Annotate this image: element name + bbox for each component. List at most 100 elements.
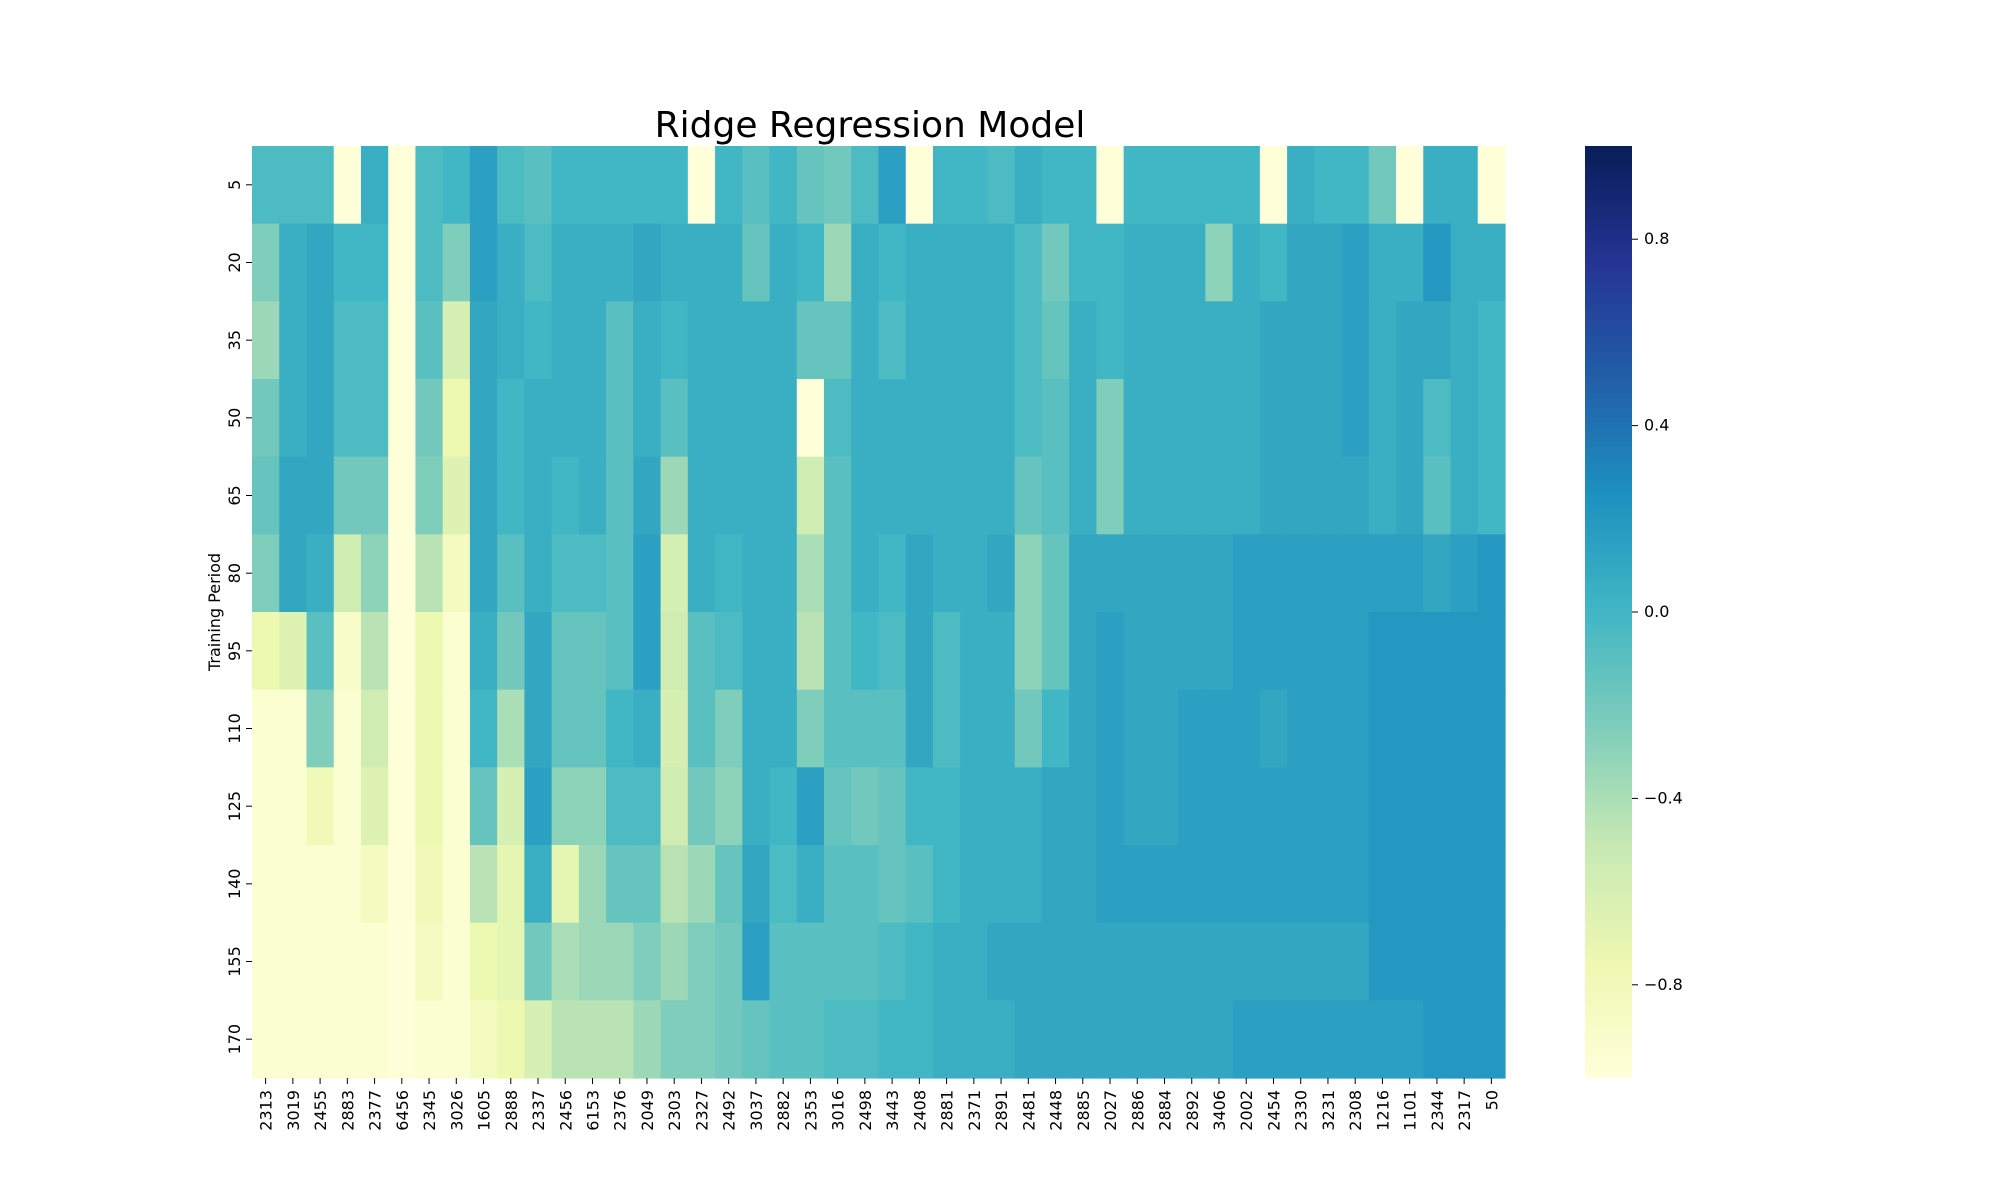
- heatmap-cell: [660, 534, 689, 613]
- x-tick-label: 2308: [1346, 1090, 1365, 1131]
- heatmap-cell: [551, 922, 580, 1001]
- heatmap-cell: [715, 146, 743, 225]
- heatmap-cell: [1477, 301, 1506, 380]
- heatmap-cell: [606, 456, 634, 535]
- heatmap-cell: [987, 146, 1016, 225]
- heatmap-cell: [824, 379, 852, 458]
- heatmap-cell: [1259, 534, 1288, 613]
- heatmap-cell: [851, 379, 880, 458]
- heatmap-cell: [715, 922, 743, 1001]
- heatmap-cell: [824, 845, 852, 924]
- heatmap-cell: [1477, 922, 1506, 1001]
- heatmap-cell: [1314, 1000, 1343, 1079]
- heatmap-cell: [606, 612, 634, 691]
- x-tick-label: 2027: [1101, 1090, 1120, 1131]
- heatmap-cell: [660, 223, 689, 302]
- x-tick-label: 6153: [583, 1090, 602, 1131]
- heatmap-cell: [1150, 1000, 1179, 1079]
- heatmap-cell: [878, 612, 907, 691]
- heatmap-cell: [905, 534, 934, 613]
- heatmap-cell: [1477, 456, 1506, 535]
- heatmap-cell: [1232, 845, 1261, 924]
- heatmap-cell: [415, 689, 444, 768]
- heatmap-cell: [1368, 845, 1397, 924]
- heatmap-cell: [578, 922, 607, 1001]
- heatmap-cell: [660, 456, 689, 535]
- y-tick-label: 65: [225, 485, 244, 505]
- heatmap-cell: [1205, 767, 1234, 846]
- heatmap-cell: [306, 379, 335, 458]
- heatmap-cell: [1423, 689, 1452, 768]
- y-tick-label: 155: [225, 946, 244, 977]
- heatmap-cell: [1150, 379, 1179, 458]
- heatmap-cell: [878, 379, 907, 458]
- heatmap-cell: [1178, 845, 1206, 924]
- heatmap-cell: [1096, 223, 1125, 302]
- heatmap-cell: [1287, 1000, 1315, 1079]
- heatmap-cell: [769, 689, 798, 768]
- heatmap-cell: [279, 534, 308, 613]
- heatmap-cell: [1259, 767, 1288, 846]
- heatmap-cell: [1259, 1000, 1288, 1079]
- heatmap-cell: [333, 379, 362, 458]
- heatmap-cell: [1041, 612, 1070, 691]
- heatmap-cell: [1205, 379, 1234, 458]
- heatmap-cell: [497, 689, 525, 768]
- heatmap-cell: [578, 612, 607, 691]
- heatmap-cell: [905, 689, 934, 768]
- heatmap-cell: [960, 301, 989, 380]
- heatmap-cell: [1041, 223, 1070, 302]
- heatmap-cell: [360, 689, 389, 768]
- heatmap-cell: [1150, 534, 1179, 613]
- heatmap-cell: [442, 922, 471, 1001]
- heatmap-cell: [1450, 1000, 1479, 1079]
- heatmap-cell: [578, 689, 607, 768]
- heatmap-cell: [1287, 689, 1315, 768]
- heatmap-cell: [878, 767, 907, 846]
- heatmap-cell: [1014, 612, 1043, 691]
- heatmap-cell: [960, 146, 989, 225]
- heatmap-cell: [660, 1000, 689, 1079]
- heatmap-cell: [1423, 845, 1452, 924]
- heatmap-cell: [1396, 845, 1424, 924]
- heatmap-cell: [279, 379, 308, 458]
- x-tick-label: 2002: [1237, 1090, 1256, 1131]
- x-tick-label: 2885: [1074, 1090, 1093, 1131]
- heatmap-cell: [1014, 1000, 1043, 1079]
- heatmap-cell: [1014, 922, 1043, 1001]
- heatmap-cell: [1396, 379, 1424, 458]
- heatmap-cell: [524, 379, 553, 458]
- x-tick-label: 3231: [1319, 1090, 1338, 1131]
- heatmap-cell: [932, 1000, 961, 1079]
- heatmap-cell: [524, 922, 553, 1001]
- heatmap-cell: [1423, 767, 1452, 846]
- x-tick-label: 1101: [1401, 1090, 1420, 1131]
- heatmap-cell: [578, 146, 607, 225]
- heatmap-cell: [633, 379, 662, 458]
- x-axis-ticks: 2313 3019 2455 2883 2377 6456 2345 3026 1605 2888…: [257, 1078, 1501, 1131]
- heatmap-cell: [1396, 223, 1424, 302]
- y-tick-label: 35: [225, 330, 244, 350]
- x-tick-label: 2313: [257, 1090, 276, 1131]
- heatmap-cell: [388, 1000, 417, 1079]
- heatmap-cell: [1069, 845, 1098, 924]
- heatmap-cell: [551, 379, 580, 458]
- heatmap-cell: [1259, 146, 1288, 225]
- heatmap-cell: [824, 146, 852, 225]
- heatmap-cell: [524, 767, 553, 846]
- heatmap-cell: [796, 845, 825, 924]
- heatmap-cell: [1368, 301, 1397, 380]
- heatmap-cell: [1287, 146, 1315, 225]
- heatmap-cell: [306, 922, 335, 1001]
- heatmap-cell: [1259, 379, 1288, 458]
- x-tick-label: 2353: [801, 1090, 820, 1131]
- heatmap-cell: [960, 689, 989, 768]
- heatmap-cell: [796, 689, 825, 768]
- heatmap-cell: [524, 146, 553, 225]
- heatmap-cell: [1069, 146, 1098, 225]
- chart-title: Ridge Regression Model: [655, 105, 1086, 146]
- heatmap-cell: [1041, 379, 1070, 458]
- heatmap-cell: [715, 689, 743, 768]
- x-tick-label: 2492: [720, 1090, 739, 1131]
- heatmap-cell: [1341, 689, 1370, 768]
